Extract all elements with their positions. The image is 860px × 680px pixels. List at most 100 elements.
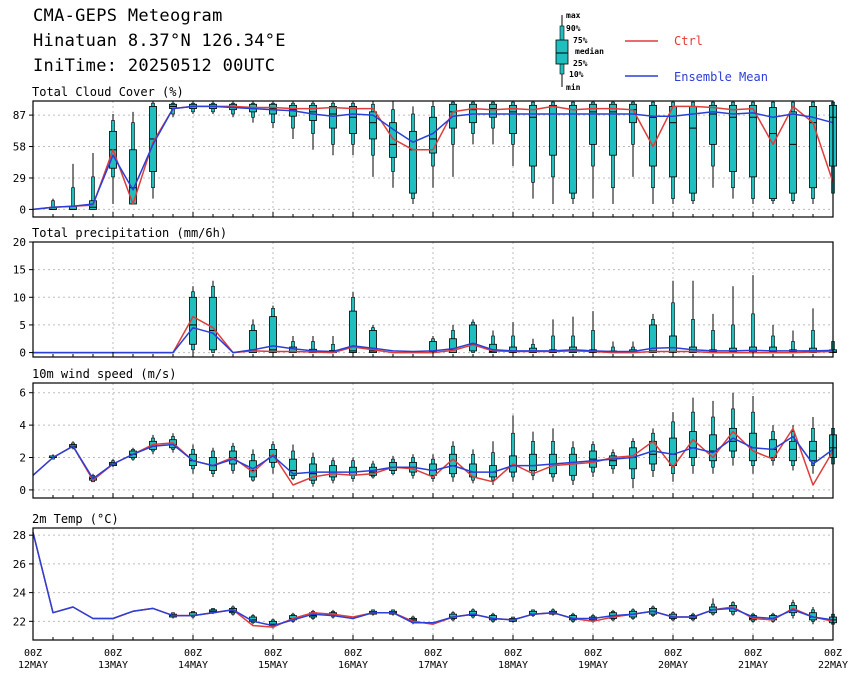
box-p10-p90 [511, 432, 515, 478]
x-tick-label-date: 21MAY [738, 660, 768, 671]
y-tick-label: 2 [19, 452, 26, 465]
ensemble-box [349, 101, 357, 156]
box-iqr [789, 111, 797, 194]
ensemble-box [89, 153, 97, 210]
x-tick-label-date: 19MAY [578, 660, 608, 671]
panel-3: 10m wind speed (m/s) 0 2 4 6 [19, 367, 837, 499]
box-iqr [709, 104, 717, 145]
ensemble-box [729, 286, 737, 353]
ensemble-box [629, 438, 637, 489]
box-iqr [649, 324, 657, 353]
ensemble-box [409, 454, 417, 479]
x-tick-label-time: 00Z [504, 648, 522, 659]
ensemble-box [809, 308, 817, 353]
box-legend-label: max [566, 11, 581, 20]
y-tick-label: 29 [13, 172, 26, 185]
box-p10-p90 [631, 101, 635, 145]
box-iqr [369, 111, 377, 140]
box-iqr [609, 103, 617, 156]
box-p10-p90 [591, 330, 595, 353]
ensemble-box [749, 275, 757, 353]
box-iqr [389, 461, 397, 471]
box-iqr [269, 316, 277, 353]
ensemble-box [629, 101, 637, 177]
box-iqr [789, 440, 797, 462]
box-iqr [669, 437, 677, 467]
ensemble-box [549, 428, 557, 482]
ensemble-box [609, 101, 617, 204]
ensemble-box [809, 101, 817, 204]
ensemble-box [609, 449, 617, 474]
y-tick-label: 58 [13, 141, 26, 154]
y-tick-label: 6 [19, 387, 26, 400]
y-tick-label: 10 [13, 291, 26, 304]
ensemble-box [409, 106, 417, 204]
ensemble-box [469, 449, 477, 484]
box-legend-label: 10% [569, 70, 584, 79]
panel-title: Total precipitation (mm/6h) [32, 226, 227, 240]
box-legend-label: 90% [566, 24, 581, 33]
box-iqr [329, 465, 337, 478]
legend-iqr [555, 39, 569, 65]
ensemble-box [349, 457, 357, 482]
ensemble-box [569, 101, 577, 204]
ensemble-box [749, 395, 757, 474]
ensemble-box [589, 441, 597, 477]
ensemble-box [509, 322, 517, 353]
box-iqr [809, 106, 817, 189]
box-iqr [249, 330, 257, 353]
box-iqr [529, 104, 537, 167]
y-tick-label: 87 [13, 109, 26, 122]
ensemble-box [189, 286, 197, 353]
ensemble-box [669, 280, 677, 353]
ensemble-box [289, 444, 297, 481]
y-tick-label: 0 [19, 484, 26, 497]
ensemble-box [389, 455, 397, 476]
box-legend-label: min [566, 82, 581, 92]
box-iqr [409, 130, 417, 194]
ensemble-box [469, 608, 477, 619]
y-tick-label: 4 [19, 419, 26, 432]
x-tick-label-date: 22MAY [818, 660, 848, 671]
ensemble-box [509, 415, 517, 482]
ensemble-box [429, 101, 437, 188]
x-tick-label-time: 00Z [184, 648, 202, 659]
ensemble-box [249, 319, 257, 353]
box-iqr [589, 103, 597, 145]
box-iqr [489, 103, 497, 118]
ensemble-box [289, 335, 297, 353]
panel-4: 2m Temp (°C) 22 24 26 28 [13, 512, 837, 641]
ensemble-box [429, 454, 437, 482]
meteogram-title: CMA-GEPS Meteogram [33, 6, 223, 26]
ensemble-box [649, 313, 657, 353]
init-time-label: IniTime: 20250512 00UTC [33, 56, 276, 76]
ensemble-mean-line [32, 105, 834, 211]
ensemble-box [369, 324, 377, 353]
y-tick-label: 15 [13, 264, 26, 277]
x-tick-label-time: 00Z [104, 648, 122, 659]
ensemble-box [529, 101, 537, 199]
ensemble-box [689, 101, 697, 204]
ensemble-box [709, 598, 717, 616]
ensemble-box [469, 319, 477, 353]
box-iqr [709, 434, 717, 462]
box-legend-label: 25% [573, 59, 588, 68]
ensemble-box [549, 319, 557, 353]
ensemble-box [329, 101, 337, 156]
ensemble-box [729, 101, 737, 199]
panel-2: Total precipitation (mm/6h) 0 5 10 15 20 [13, 226, 837, 360]
box-iqr [469, 610, 477, 616]
box-iqr [529, 453, 537, 471]
ensemble-box [369, 101, 377, 177]
y-tick-label: 28 [13, 529, 26, 542]
y-tick-label: 22 [13, 615, 26, 628]
ensemble-box [789, 101, 797, 204]
ensemble-box [269, 101, 277, 129]
box-p10-p90 [711, 330, 715, 353]
ensemble-box [769, 101, 777, 204]
box-iqr [569, 104, 577, 194]
box-iqr [449, 453, 457, 475]
ensemble-box [289, 101, 297, 139]
ensemble-box [389, 101, 397, 188]
